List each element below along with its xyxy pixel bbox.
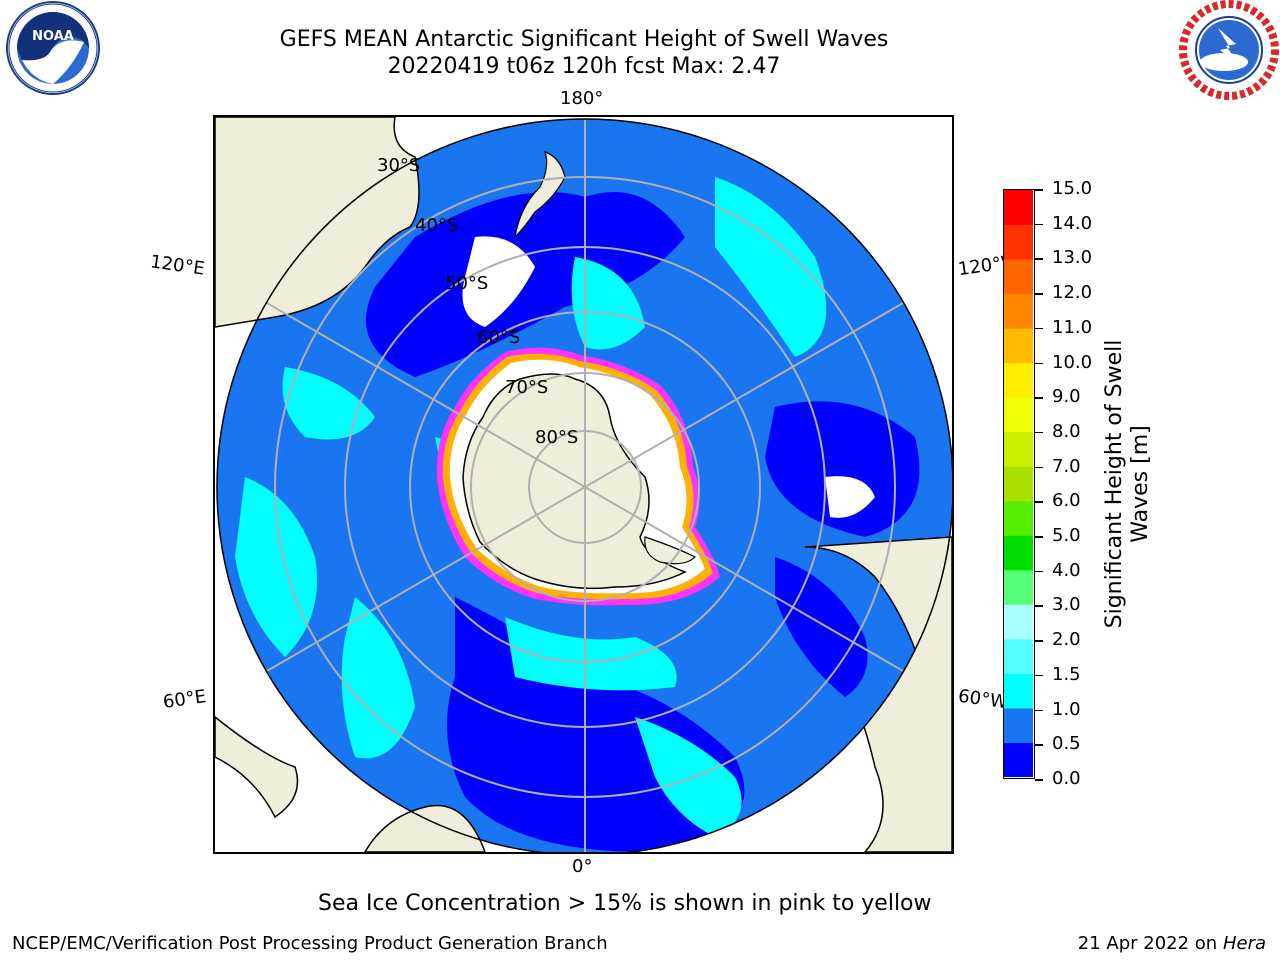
colorbar-tick-label: 2.0 — [1052, 629, 1081, 651]
colorbar-tick-label: 13.0 — [1052, 247, 1093, 269]
colorbar-tick-mark — [1035, 640, 1043, 642]
colorbar-tick-label: 10.0 — [1052, 351, 1093, 373]
colorbar-tick-label: 0.5 — [1052, 733, 1081, 755]
lat-label-80s: 80°S — [535, 427, 578, 448]
colorbar-tick-mark — [1035, 189, 1043, 191]
polar-map: 30°S 40°S 50°S 60°S 70°S 80°S — [213, 115, 954, 854]
colorbar-segment — [1004, 293, 1033, 329]
colorbar-tick-label: 1.5 — [1052, 663, 1081, 685]
lat-label-50s: 50°S — [445, 273, 488, 294]
colorbar-tick-label: 6.0 — [1052, 490, 1081, 512]
colorbar-label: Significant Height of Swell Waves [m] — [1102, 339, 1153, 629]
colorbar-segment — [1004, 259, 1033, 295]
madagascar-land — [215, 716, 299, 819]
colorbar-segment — [1004, 224, 1033, 260]
lon-label-60w: 60°W — [956, 685, 1009, 714]
colorbar-tick-mark — [1035, 431, 1043, 434]
colorbar-segment — [1004, 638, 1033, 674]
noaa-logo-text: NOAA — [32, 29, 74, 44]
colorbar-segment — [1004, 431, 1033, 467]
colorbar-tick-mark — [1035, 466, 1043, 469]
colorbar-tick-mark — [1035, 223, 1043, 226]
colorbar-segment — [1004, 328, 1033, 364]
lon-label-120e: 120°E — [148, 251, 206, 280]
lon-label-0: 0° — [572, 856, 593, 877]
lat-label-40s: 40°S — [415, 215, 458, 236]
map-subtitle: 20220419 t06z 120h fcst Max: 2.47 — [387, 54, 781, 79]
colorbar-tick-label: 5.0 — [1052, 525, 1081, 547]
colorbar-tick-mark — [1035, 674, 1043, 677]
colorbar-segment — [1004, 742, 1033, 777]
colorbar-tick-mark — [1035, 536, 1043, 538]
sea-ice-note: Sea Ice Concentration > 15% is shown in … — [318, 891, 932, 916]
colorbar-tick-label: 0.0 — [1052, 768, 1081, 789]
colorbar-tick-label: 8.0 — [1052, 420, 1081, 442]
colorbar-segment — [1004, 362, 1033, 398]
colorbar-segment — [1004, 500, 1033, 536]
colorbar-tick-mark — [1035, 744, 1043, 746]
colorbar-tick-label: 4.0 — [1052, 559, 1081, 581]
ocean-dark-pacific — [765, 401, 920, 537]
ocean-dark-tasman — [366, 192, 685, 377]
colorbar-segment — [1004, 190, 1033, 226]
ocean-light-indian — [235, 477, 317, 657]
footer-host: Hera — [1222, 933, 1266, 954]
map-title: GEFS MEAN Antarctic Significant Height o… — [279, 27, 889, 52]
lon-label-60e: 60°E — [161, 686, 208, 713]
colorbar-tick-label: 14.0 — [1052, 212, 1093, 234]
colorbar-tick-mark — [1035, 779, 1043, 781]
colorbar-segment — [1004, 707, 1033, 743]
new-zealand-land — [514, 151, 566, 239]
colorbar-tick-mark — [1035, 397, 1043, 399]
colorbar-segment — [1004, 535, 1033, 571]
colorbar-tick-mark — [1035, 709, 1043, 712]
colorbar-tick-mark — [1035, 570, 1043, 573]
colorbar-tick-label: 7.0 — [1052, 455, 1081, 477]
nws-logo — [1178, 0, 1280, 100]
colorbar-segment — [1004, 397, 1033, 433]
colorbar — [1003, 189, 1035, 779]
colorbar-tick-mark — [1035, 605, 1043, 607]
lat-label-30s: 30°S — [377, 155, 420, 176]
footer-branch: NCEP/EMC/Verification Post Processing Pr… — [12, 933, 608, 954]
graticule — [217, 119, 952, 852]
colorbar-tick-label: 11.0 — [1052, 316, 1093, 338]
colorbar-tick-label: 12.0 — [1052, 282, 1093, 304]
colorbar-segment — [1004, 466, 1033, 502]
colorbar-tick-mark — [1035, 293, 1043, 295]
colorbar-tick-label: 9.0 — [1052, 386, 1081, 408]
colorbar-segment — [1004, 604, 1033, 640]
lat-label-60s: 60°S — [477, 327, 520, 348]
colorbar-tick-label: 1.0 — [1052, 698, 1081, 720]
colorbar-tick-mark — [1035, 501, 1043, 503]
colorbar-segment — [1004, 673, 1033, 709]
lat-label-70s: 70°S — [505, 377, 548, 398]
antarctic-peninsula — [644, 536, 697, 565]
colorbar-segment — [1004, 569, 1033, 605]
colorbar-tick-mark — [1035, 327, 1043, 330]
lon-label-180: 180° — [560, 88, 604, 109]
colorbar-tick-mark — [1035, 362, 1043, 365]
colorbar-tick-mark — [1035, 258, 1043, 260]
colorbar-tick-label: 3.0 — [1052, 594, 1081, 616]
colorbar-tick-label: 15.0 — [1052, 178, 1093, 199]
footer-date-text: 21 Apr 2022 on — [1077, 933, 1218, 954]
footer-date: 21 Apr 2022 on Hera — [1078, 933, 1266, 954]
noaa-logo: NOAA — [2, 0, 104, 100]
